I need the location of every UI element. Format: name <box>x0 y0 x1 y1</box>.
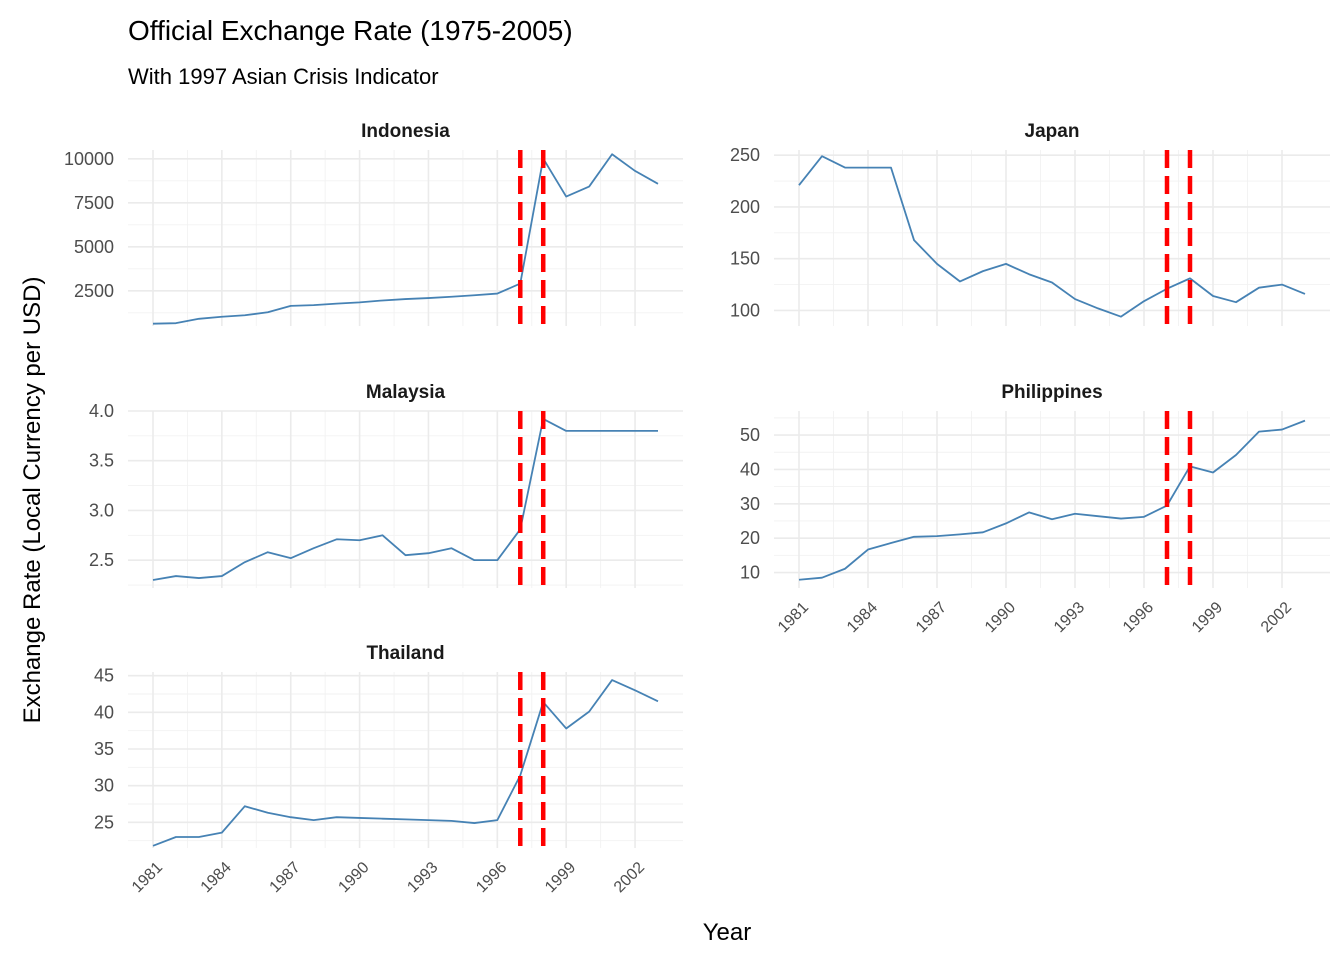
facet-panels: 25005000750010000Indonesia100150200250Ja… <box>64 121 1330 896</box>
x-tick-label: 1990 <box>982 599 1019 636</box>
y-tick-label: 35 <box>94 739 114 759</box>
panel-indonesia: 2500 5000 7500 10000 Indonesia <box>64 121 683 326</box>
y-tick-label: 30 <box>740 494 760 514</box>
x-tick-label: 1987 <box>267 859 304 896</box>
x-tick-label: 1984 <box>844 599 881 636</box>
series-line-japan <box>798 155 1306 318</box>
x-tick-label: 2002 <box>1258 599 1295 636</box>
chart-subtitle: With 1997 Asian Crisis Indicator <box>128 64 439 89</box>
x-tick-label: 1984 <box>198 859 235 896</box>
facet-label: Thailand <box>366 643 444 664</box>
y-tick-label: 30 <box>94 776 114 796</box>
x-tick-label: 1996 <box>473 859 510 896</box>
y-tick-label: 10000 <box>64 149 114 169</box>
y-tick-label: 100 <box>730 300 760 320</box>
panel-malaysia: 2.5 3.0 3.5 4.0 Malaysia <box>89 382 683 588</box>
x-tick-label: 1981 <box>129 859 166 896</box>
panel-thailand: 25 30 35 40 45 Thailand 1981 1984 1987 1990 1993 19… <box>94 643 683 896</box>
facet-label: Philippines <box>1001 382 1102 403</box>
x-tick-label: 1993 <box>404 859 441 896</box>
series-line-indonesia <box>152 153 659 325</box>
panel-japan: 100 150 200 250 Japan <box>730 121 1330 326</box>
chart-title: Official Exchange Rate (1975-2005) <box>128 15 573 46</box>
series-line-philippines <box>798 419 1306 581</box>
y-tick-label: 3.0 <box>89 500 114 520</box>
y-tick-label: 200 <box>730 197 760 217</box>
facet-label: Malaysia <box>366 382 446 403</box>
y-tick-label: 2.5 <box>89 550 114 570</box>
x-tick-label: 1981 <box>775 599 812 636</box>
y-tick-label: 10 <box>740 563 760 583</box>
facet-label: Japan <box>1025 121 1080 142</box>
y-tick-label: 2500 <box>74 281 114 301</box>
y-tick-label: 40 <box>740 459 760 479</box>
x-tick-label: 1993 <box>1051 599 1088 636</box>
y-tick-label: 4.0 <box>89 401 114 421</box>
x-tick-label: 1996 <box>1120 599 1157 636</box>
x-tick-label: 2002 <box>611 859 648 896</box>
x-tick-label: 1999 <box>1189 599 1226 636</box>
y-tick-label: 25 <box>94 812 114 832</box>
y-tick-label: 3.5 <box>89 451 114 471</box>
y-tick-label: 45 <box>94 666 114 686</box>
panel-philippines: 10 20 30 40 50 Philippines 1981 1984 1987 1990 199… <box>740 382 1330 636</box>
x-tick-label: 1987 <box>913 599 950 636</box>
y-tick-label: 5000 <box>74 237 114 257</box>
y-tick-label: 50 <box>740 425 760 445</box>
series-line-malaysia <box>152 418 658 581</box>
y-tick-label: 150 <box>730 249 760 269</box>
x-tick-label: 1990 <box>335 859 372 896</box>
series-line-thailand <box>152 679 659 847</box>
facet-label: Indonesia <box>361 121 450 142</box>
x-tick-label: 1999 <box>542 859 579 896</box>
y-tick-label: 7500 <box>74 193 114 213</box>
y-tick-label: 250 <box>730 145 760 165</box>
y-tick-label: 20 <box>740 528 760 548</box>
y-axis-title: Exchange Rate (Local Currency per USD) <box>19 277 46 724</box>
y-tick-label: 40 <box>94 702 114 722</box>
x-axis-title: Year <box>703 919 752 946</box>
